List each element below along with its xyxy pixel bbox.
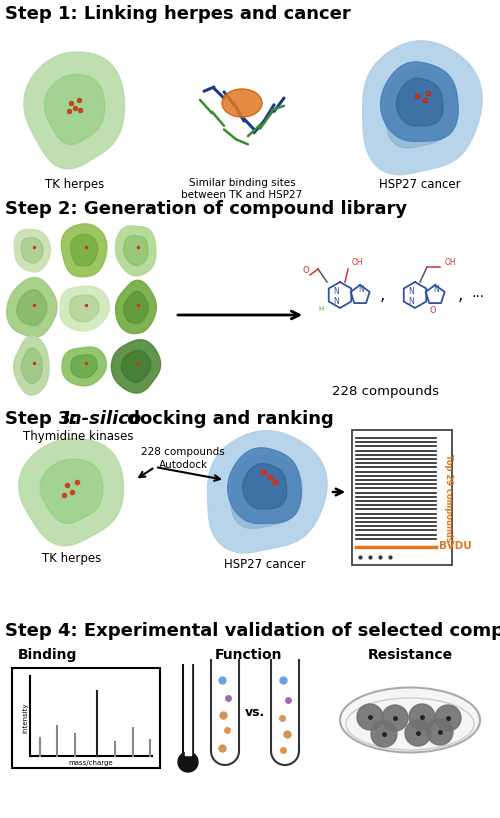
Text: Similar binding sites
between TK and HSP27: Similar binding sites between TK and HSP… xyxy=(182,178,302,200)
Polygon shape xyxy=(228,448,301,524)
Polygon shape xyxy=(62,224,107,276)
Polygon shape xyxy=(124,236,148,266)
Text: In-silico: In-silico xyxy=(63,410,142,428)
Text: TK herpes: TK herpes xyxy=(46,178,104,191)
Text: ...: ... xyxy=(472,286,484,300)
Text: N: N xyxy=(408,296,414,305)
Circle shape xyxy=(409,704,435,730)
Text: TK herpes: TK herpes xyxy=(42,552,102,565)
Polygon shape xyxy=(14,230,51,272)
Polygon shape xyxy=(396,79,443,126)
Circle shape xyxy=(382,705,408,731)
Bar xyxy=(352,430,452,565)
Text: N: N xyxy=(333,296,339,305)
Polygon shape xyxy=(380,62,458,142)
Circle shape xyxy=(178,752,198,772)
Polygon shape xyxy=(222,89,262,117)
Polygon shape xyxy=(19,438,124,546)
Text: Step 2: Generation of compound library: Step 2: Generation of compound library xyxy=(5,200,407,218)
Text: Step 4: Experimental validation of selected compounds: Step 4: Experimental validation of selec… xyxy=(5,622,500,640)
Text: Binding: Binding xyxy=(18,648,78,662)
Polygon shape xyxy=(112,339,160,393)
Polygon shape xyxy=(70,295,99,321)
Ellipse shape xyxy=(340,687,480,753)
Text: N: N xyxy=(333,286,339,295)
Text: HSP27 cancer: HSP27 cancer xyxy=(224,558,306,571)
Text: HSP27 cancer: HSP27 cancer xyxy=(379,178,461,191)
Text: N: N xyxy=(358,285,364,294)
Text: Autodock: Autodock xyxy=(158,460,208,470)
Text: O: O xyxy=(430,306,436,315)
Polygon shape xyxy=(242,464,286,509)
Polygon shape xyxy=(124,291,148,323)
Polygon shape xyxy=(24,52,124,169)
Polygon shape xyxy=(208,431,327,553)
Circle shape xyxy=(357,704,383,730)
Polygon shape xyxy=(70,234,98,266)
Polygon shape xyxy=(362,41,482,175)
Polygon shape xyxy=(14,336,49,395)
Text: OH: OH xyxy=(445,258,456,267)
Polygon shape xyxy=(62,347,106,386)
Text: N: N xyxy=(408,286,414,295)
Polygon shape xyxy=(44,74,104,145)
Text: 228 compounds: 228 compounds xyxy=(332,385,438,398)
Text: Top 29 compounds: Top 29 compounds xyxy=(444,453,452,542)
Text: BVDU: BVDU xyxy=(439,541,472,551)
Polygon shape xyxy=(116,226,156,276)
Text: ,: , xyxy=(458,286,462,304)
Text: Function: Function xyxy=(214,648,282,662)
Text: Step 3:: Step 3: xyxy=(5,410,84,428)
Polygon shape xyxy=(121,350,151,382)
Polygon shape xyxy=(40,459,103,524)
Polygon shape xyxy=(230,456,302,528)
Polygon shape xyxy=(17,290,47,326)
Text: N: N xyxy=(434,285,440,294)
Polygon shape xyxy=(22,238,43,263)
Text: Resistance: Resistance xyxy=(368,648,452,662)
Text: Thymidine kinases: Thymidine kinases xyxy=(23,430,133,443)
Polygon shape xyxy=(21,348,42,384)
Text: 228 compounds: 228 compounds xyxy=(141,447,225,457)
Text: intensity: intensity xyxy=(22,703,28,733)
Text: H: H xyxy=(318,306,323,312)
Circle shape xyxy=(435,705,461,731)
Text: vs.: vs. xyxy=(245,706,265,719)
Circle shape xyxy=(405,720,431,746)
Polygon shape xyxy=(6,277,57,337)
Polygon shape xyxy=(60,286,110,331)
Circle shape xyxy=(371,721,397,747)
Text: mass/charge: mass/charge xyxy=(68,760,114,766)
Text: ,: , xyxy=(380,286,384,304)
Text: OH: OH xyxy=(352,258,364,267)
Bar xyxy=(12,668,160,768)
Polygon shape xyxy=(116,281,156,334)
Text: O: O xyxy=(302,266,310,275)
Polygon shape xyxy=(71,355,98,378)
Text: docking and ranking: docking and ranking xyxy=(121,410,334,428)
Polygon shape xyxy=(386,68,457,148)
Text: Step 1: Linking herpes and cancer: Step 1: Linking herpes and cancer xyxy=(5,5,351,23)
Circle shape xyxy=(427,719,453,745)
